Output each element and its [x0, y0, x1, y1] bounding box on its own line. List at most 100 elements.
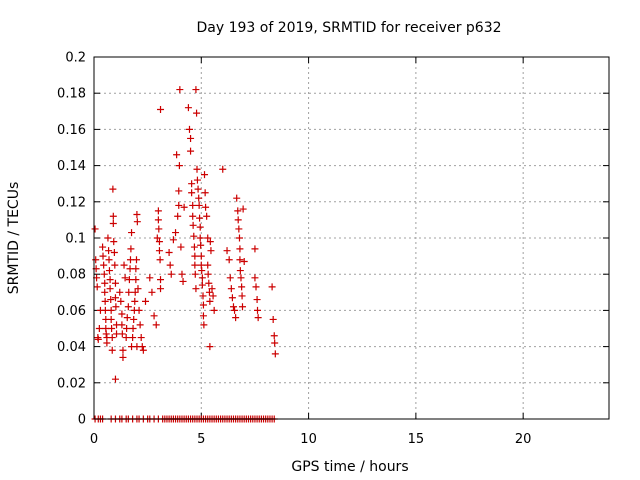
y-axis-label: SRMTID / TECUs [6, 182, 22, 295]
data-point [198, 274, 206, 282]
data-point [142, 297, 149, 305]
data-point [101, 288, 109, 296]
data-point [100, 261, 108, 269]
data-point [108, 325, 116, 332]
data-point [226, 274, 234, 282]
x-tick-label: 5 [197, 432, 205, 447]
data-point [165, 248, 173, 256]
data-point [152, 321, 160, 329]
data-point [188, 180, 196, 188]
data-point [153, 234, 161, 242]
data-point [198, 281, 206, 289]
data-point [133, 210, 141, 218]
data-point [150, 312, 158, 320]
data-point [205, 288, 213, 296]
data-point [235, 234, 243, 242]
data-point [155, 247, 163, 255]
data-point [236, 245, 244, 253]
data-point [196, 234, 204, 242]
data-point [99, 243, 107, 251]
data-point [185, 125, 193, 133]
data-point [253, 296, 261, 304]
data-point [180, 203, 188, 211]
data-point [118, 310, 126, 318]
data-point [169, 236, 177, 244]
data-point [270, 332, 278, 340]
data-point [99, 252, 107, 260]
data-point [239, 205, 247, 213]
y-tick-label: 0.1 [65, 232, 86, 247]
data-point [109, 220, 117, 228]
data-point [132, 265, 140, 273]
data-point [251, 245, 259, 253]
data-point [133, 218, 141, 226]
data-point [195, 194, 203, 202]
data-point [146, 274, 154, 282]
data-points [91, 86, 279, 423]
data-point [187, 134, 195, 142]
data-point [106, 285, 114, 293]
data-point [196, 223, 204, 231]
data-point [175, 162, 183, 170]
data-point [132, 256, 140, 264]
data-point [124, 303, 132, 311]
data-point [196, 214, 204, 222]
data-point [202, 203, 210, 211]
data-point [175, 201, 183, 209]
data-point [234, 216, 242, 224]
data-point [178, 270, 186, 278]
data-point [100, 270, 108, 278]
data-point [95, 325, 103, 332]
data-point [104, 234, 112, 242]
data-point [204, 234, 212, 242]
data-point [107, 315, 115, 323]
data-point [139, 346, 147, 354]
data-point [229, 303, 237, 311]
data-point [108, 334, 116, 342]
data-point [252, 283, 260, 291]
x-tick-label: 10 [300, 432, 317, 447]
data-point [138, 343, 146, 351]
data-point [120, 261, 128, 269]
data-point [148, 288, 156, 296]
y-tick-label: 0 [78, 413, 86, 428]
data-point [111, 279, 119, 287]
data-point [206, 343, 214, 351]
data-point [197, 241, 205, 249]
data-point [191, 252, 199, 260]
data-point [105, 256, 113, 264]
data-point [157, 276, 165, 284]
x-tick-label: 0 [90, 432, 98, 447]
data-point [118, 330, 126, 338]
data-point [130, 315, 138, 323]
data-point [204, 261, 212, 269]
data-point [107, 296, 115, 304]
data-point [271, 350, 279, 358]
data-point [236, 267, 244, 275]
data-point [132, 276, 140, 284]
data-point [154, 216, 162, 224]
y-tick-label: 0.04 [57, 340, 86, 355]
data-point [193, 176, 201, 184]
data-point [117, 297, 125, 305]
data-point [235, 225, 243, 233]
data-point [121, 274, 129, 282]
data-point [203, 212, 211, 220]
data-point [201, 171, 209, 179]
data-point [191, 270, 199, 278]
data-point [129, 325, 137, 332]
data-point [106, 276, 114, 284]
data-point [193, 109, 201, 117]
data-point [110, 248, 118, 256]
data-point [209, 292, 217, 300]
data-point [190, 243, 198, 251]
data-point [225, 256, 233, 264]
data-point [234, 207, 242, 215]
data-point [174, 212, 182, 220]
data-point [192, 285, 200, 293]
data-point [219, 165, 227, 173]
data-point [126, 256, 134, 264]
data-point [156, 256, 164, 264]
data-point [111, 294, 119, 302]
